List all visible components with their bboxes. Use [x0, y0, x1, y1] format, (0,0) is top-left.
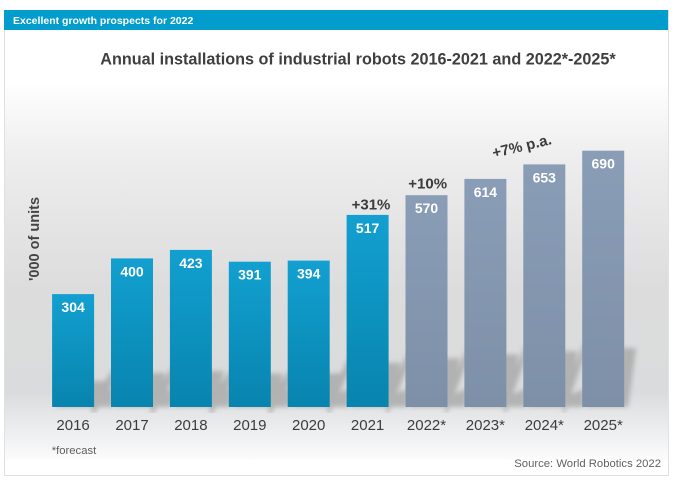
svg-text:2020: 2020: [292, 417, 325, 434]
svg-text:+31%: +31%: [352, 197, 391, 214]
svg-text:Excellent growth prospects for: Excellent growth prospects for 2022: [13, 15, 193, 27]
svg-text:614: 614: [474, 184, 498, 200]
svg-text:391: 391: [238, 267, 262, 283]
svg-text:2024*: 2024*: [525, 417, 564, 434]
svg-text:*forecast: *forecast: [52, 445, 97, 457]
svg-text:Annual installations of indust: Annual installations of industrial robot…: [100, 51, 616, 69]
svg-text:2022*: 2022*: [407, 417, 446, 434]
svg-text:400: 400: [120, 263, 144, 279]
svg-text:+10%: +10%: [408, 175, 447, 192]
svg-text:394: 394: [297, 266, 321, 282]
svg-text:'000 of units: '000 of units: [27, 197, 43, 281]
svg-text:423: 423: [179, 255, 203, 271]
svg-text:304: 304: [61, 299, 85, 315]
svg-text:2017: 2017: [115, 417, 148, 434]
svg-text:2016: 2016: [56, 417, 89, 434]
svg-text:2018: 2018: [174, 417, 207, 434]
svg-text:Source: World Robotics 2022: Source: World Robotics 2022: [514, 458, 661, 470]
svg-text:2019: 2019: [233, 417, 266, 434]
svg-text:2025*: 2025*: [584, 417, 623, 434]
svg-text:2021: 2021: [351, 417, 384, 434]
svg-text:570: 570: [415, 200, 439, 216]
svg-text:690: 690: [592, 156, 616, 172]
svg-text:2023*: 2023*: [466, 417, 505, 434]
svg-text:653: 653: [533, 169, 557, 185]
svg-text:517: 517: [356, 220, 380, 236]
